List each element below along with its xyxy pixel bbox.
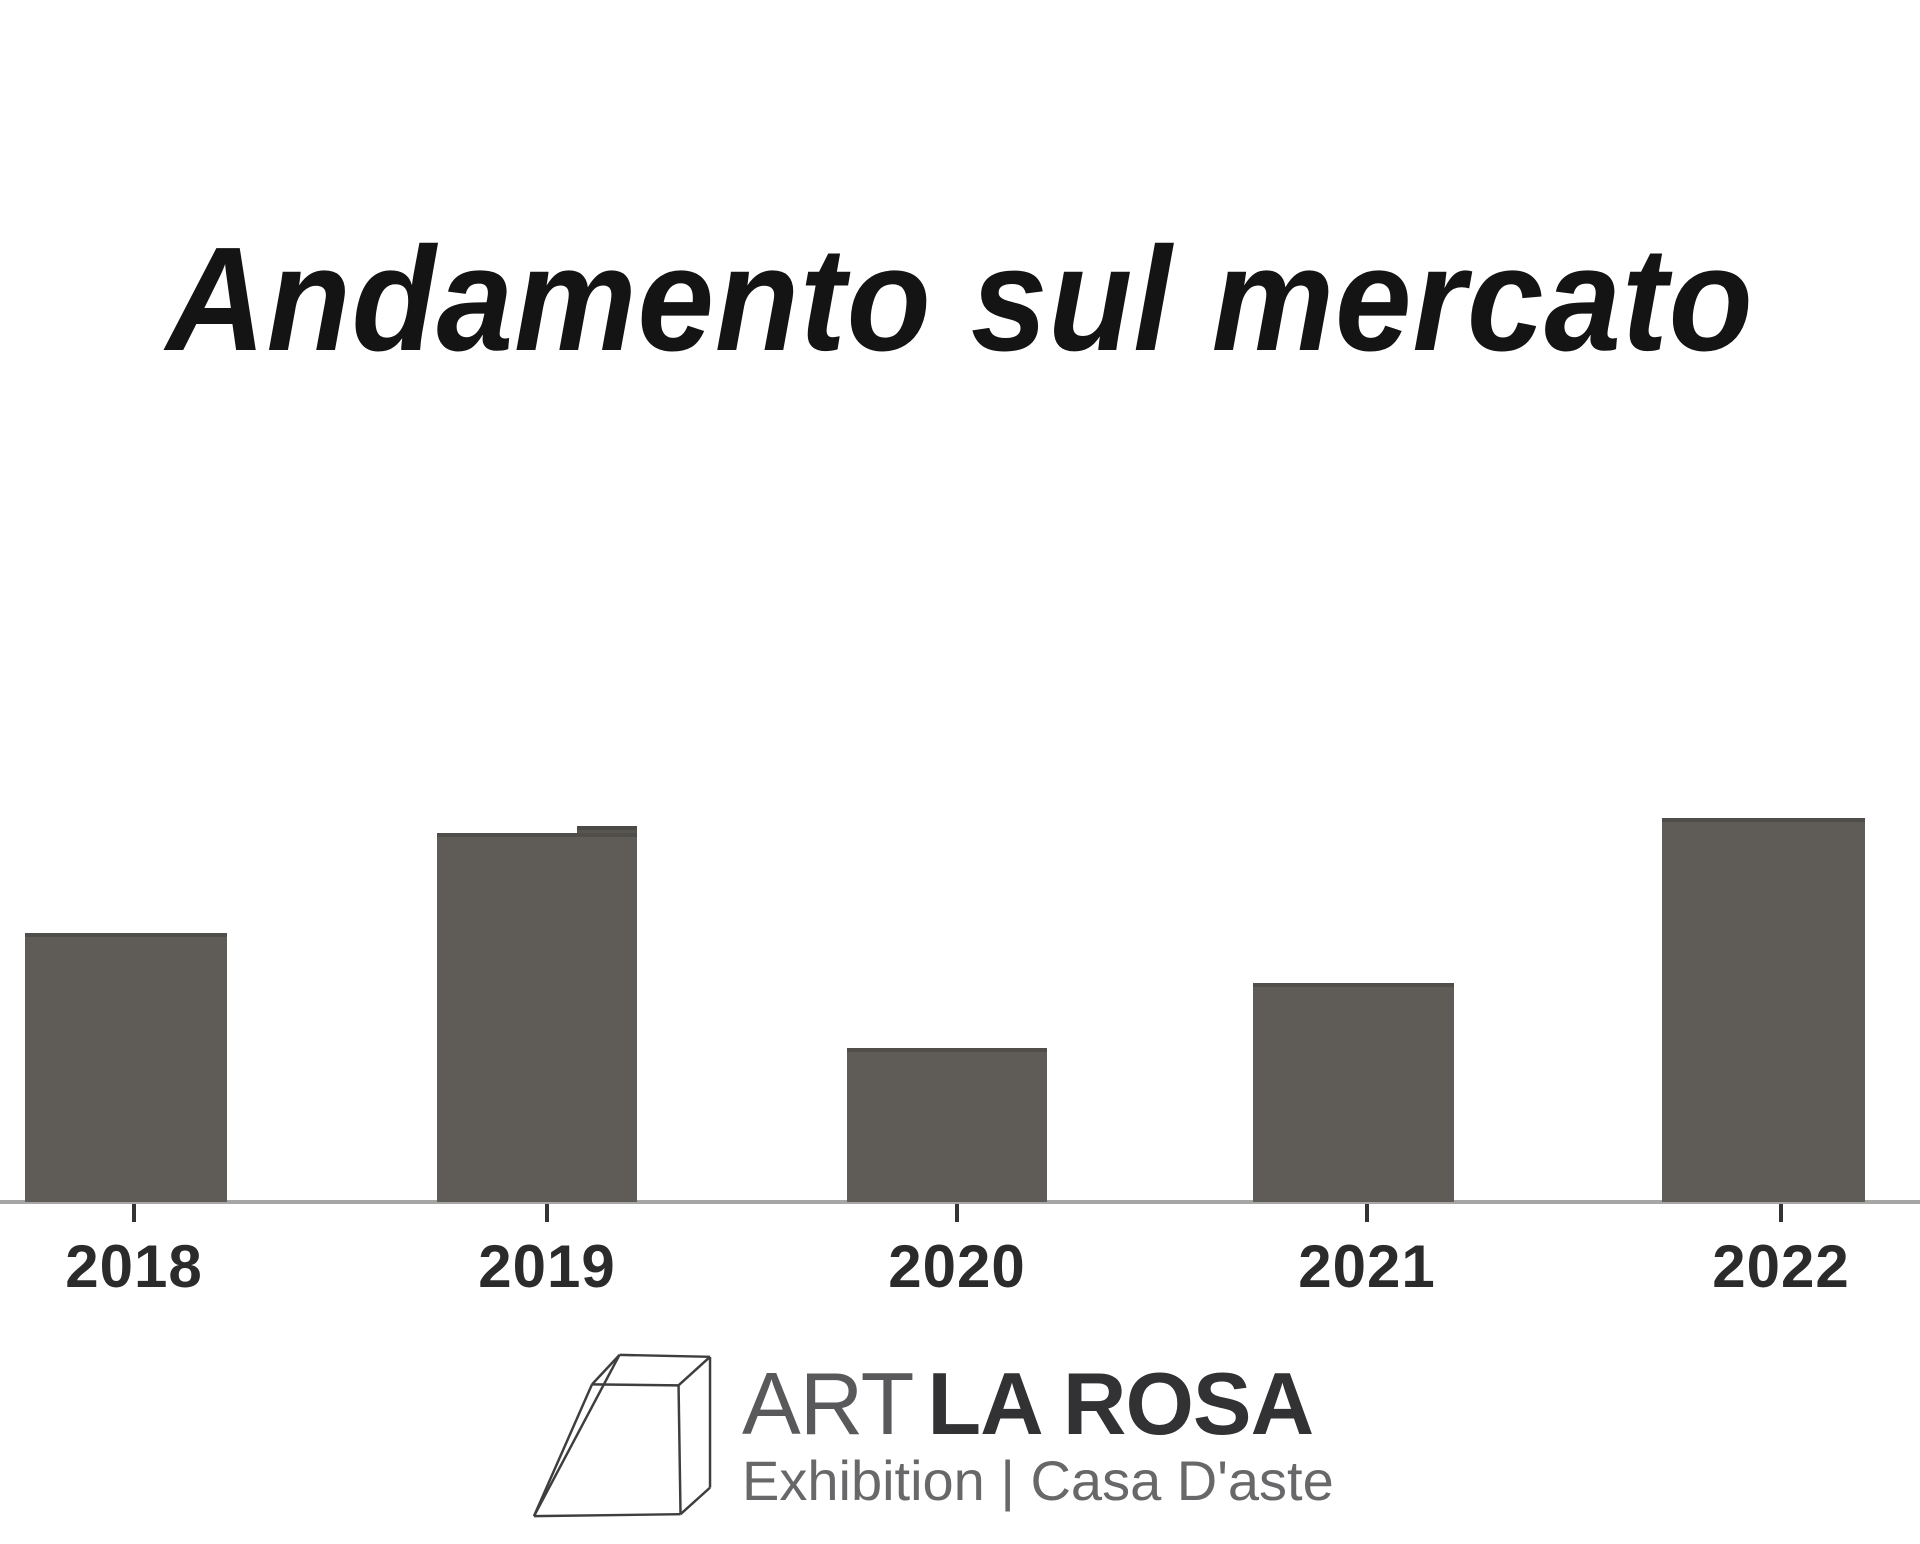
chart-title: Andamento sul mercato (166, 217, 1754, 382)
x-axis-label-2020: 2020 (888, 1233, 1026, 1300)
bar-2021 (1253, 983, 1454, 1202)
x-axis-label-2019: 2019 (478, 1233, 616, 1300)
logo-mark-icon (532, 1353, 712, 1518)
x-axis-tick-2021 (1365, 1204, 1369, 1222)
bar-2019 (437, 833, 637, 1202)
x-axis-tick-2020 (955, 1204, 959, 1222)
x-axis-tick-2018 (132, 1204, 136, 1222)
x-axis-tick-2019 (545, 1204, 549, 1222)
bar-2018 (25, 933, 227, 1202)
x-axis-label-2021: 2021 (1298, 1233, 1436, 1300)
x-axis-label-2022: 2022 (1712, 1233, 1850, 1300)
x-axis-line (0, 1200, 1920, 1204)
logo-brand-light: ART (742, 1354, 914, 1453)
x-axis-label-2018: 2018 (65, 1233, 203, 1300)
bar-2022 (1662, 818, 1865, 1202)
logo-brand-bold: LA ROSA (927, 1354, 1314, 1453)
x-axis-tick-2022 (1779, 1204, 1783, 1222)
bar-2020 (847, 1048, 1047, 1202)
logo-subtitle: Exhibition | Casa D'aste (742, 1449, 1334, 1512)
logo-brand: ART LA ROSA (742, 1360, 1334, 1448)
logo-text: ART LA ROSA Exhibition | Casa D'aste (742, 1360, 1334, 1510)
